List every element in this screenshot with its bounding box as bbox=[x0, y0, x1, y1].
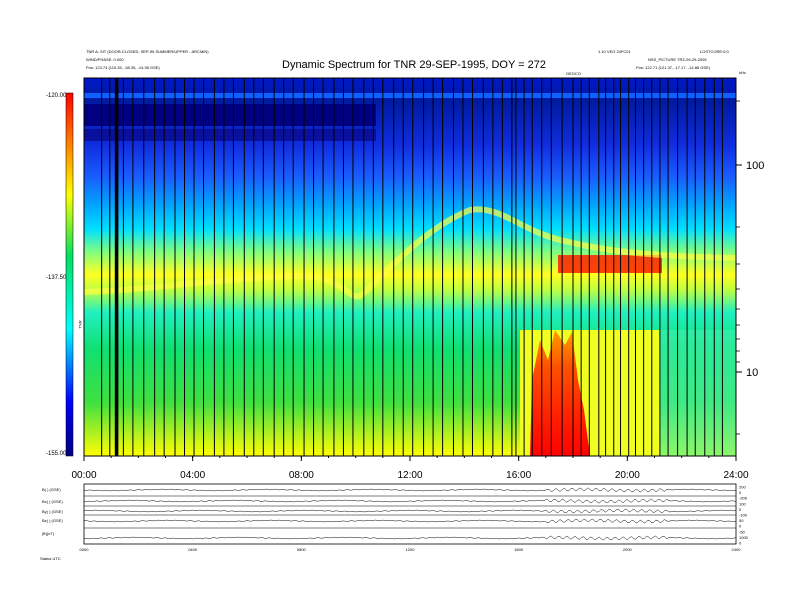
panel-x-tick-label: 0400 bbox=[188, 547, 198, 552]
y-tick-label-10: 10 bbox=[746, 367, 758, 379]
panel-trace bbox=[83, 518, 737, 524]
panel-x-tick-label: 1200 bbox=[406, 547, 416, 552]
panel-x-tick-label: 2400 bbox=[732, 547, 742, 552]
panel-right-tick-label: -50 bbox=[739, 529, 746, 534]
spectrum-top-band bbox=[84, 93, 736, 98]
panel-right-tick-label: 0 bbox=[739, 524, 742, 529]
panel-right-tick-label: -100 bbox=[739, 513, 748, 518]
header-info-left-2: WIND/PHASE: 0.000 bbox=[86, 57, 124, 62]
panel-label: B( ) (GSE) bbox=[42, 487, 61, 492]
center-marker: GEOCO bbox=[566, 71, 581, 76]
header-info-right-3: NSS_PICTURE TRZ-09-29-2005 bbox=[648, 57, 707, 62]
panel-right-tick-label: 1000 bbox=[739, 535, 749, 540]
colorbar-bottom-label: -155.00 bbox=[46, 451, 67, 457]
panel-trace bbox=[83, 498, 737, 504]
x-tick-label: 24:00 bbox=[723, 470, 748, 481]
x-tick-label: 20:00 bbox=[615, 470, 640, 481]
header-info-right-4: Pos: 122.71 (121.37, -17.17, -14.88 GSE) bbox=[636, 65, 711, 70]
solar-wind-panels: B( ) (GSE) Bx( ) (GSE) By( ) (GSE) Bz( ) (G… bbox=[42, 483, 749, 552]
panel-right-tick-label: 0 bbox=[739, 490, 742, 495]
chart-title: Dynamic Spectrum for TNR 29-SEP-1995, DO… bbox=[282, 59, 547, 71]
panel-x-tick-label: 1600 bbox=[514, 547, 524, 552]
panels-frame bbox=[83, 483, 737, 545]
footer-status: Status UTC bbox=[40, 556, 61, 561]
spectrum-dark-band bbox=[84, 104, 376, 126]
header-info-left-3: Pos: 123.74 (115.35, -38.35, -14.38 GSE) bbox=[86, 65, 160, 70]
panel-label: Bz( ) (GSE) bbox=[42, 518, 63, 523]
x-tick-label: 08:00 bbox=[289, 470, 314, 481]
panel-right-tick-label: -200 bbox=[739, 496, 748, 501]
header-info-left-1: TNR A: SIT (DOOR-CLOSED, SEP-95 SUMMER/U… bbox=[86, 49, 209, 54]
radio-burst bbox=[530, 330, 590, 456]
red-emission-band bbox=[558, 255, 662, 273]
x-tick-label: 16:00 bbox=[506, 470, 531, 481]
spectrum-late-cyan bbox=[660, 330, 736, 456]
colorbar-mid-label: -137.50 bbox=[46, 275, 67, 281]
x-tick-label: 00:00 bbox=[71, 470, 96, 481]
panel-trace bbox=[83, 535, 737, 541]
y-minor-ticks bbox=[736, 100, 740, 435]
x-axis: 00:00 04:00 08:00 12:00 16:00 20:00 24:00 bbox=[71, 456, 749, 481]
yellow-emission-trace bbox=[83, 206, 737, 300]
panel-x-tick-label: 2000 bbox=[623, 547, 633, 552]
header-info-right-2: LOSTCORE:0:0 bbox=[700, 49, 729, 54]
panel-right-tick-label: 50 bbox=[739, 518, 744, 523]
panel-x-tick-label: 0800 bbox=[297, 547, 307, 552]
unit-mark: kHz bbox=[739, 70, 746, 75]
header-info-right-1: 1.10 VEO 24FC01 bbox=[598, 49, 631, 54]
panel-label: |B|(nT) bbox=[42, 531, 55, 536]
colorbar bbox=[65, 92, 74, 457]
spectrum-dark-band-2 bbox=[84, 129, 376, 141]
colorbar-top-label: -120.00 bbox=[46, 93, 67, 99]
data-gap-lines bbox=[101, 78, 723, 456]
panel-right-tick-label: 0 bbox=[739, 507, 742, 512]
panel-trace bbox=[83, 508, 737, 514]
panel-x-tick-label: 0000 bbox=[80, 547, 90, 552]
y-tick-label-100: 100 bbox=[746, 160, 764, 172]
panel-label: By( ) (GSE) bbox=[42, 509, 63, 514]
panel-label: Bx( ) (GSE) bbox=[42, 499, 63, 504]
x-tick-label: 12:00 bbox=[397, 470, 422, 481]
x-tick-label: 04:00 bbox=[180, 470, 205, 481]
panel-right-tick-label: 100 bbox=[739, 501, 746, 506]
panel-right-tick-label: 200 bbox=[739, 485, 746, 490]
panel-right-tick-label: 0 bbox=[739, 541, 742, 546]
panel-trace bbox=[83, 487, 737, 493]
